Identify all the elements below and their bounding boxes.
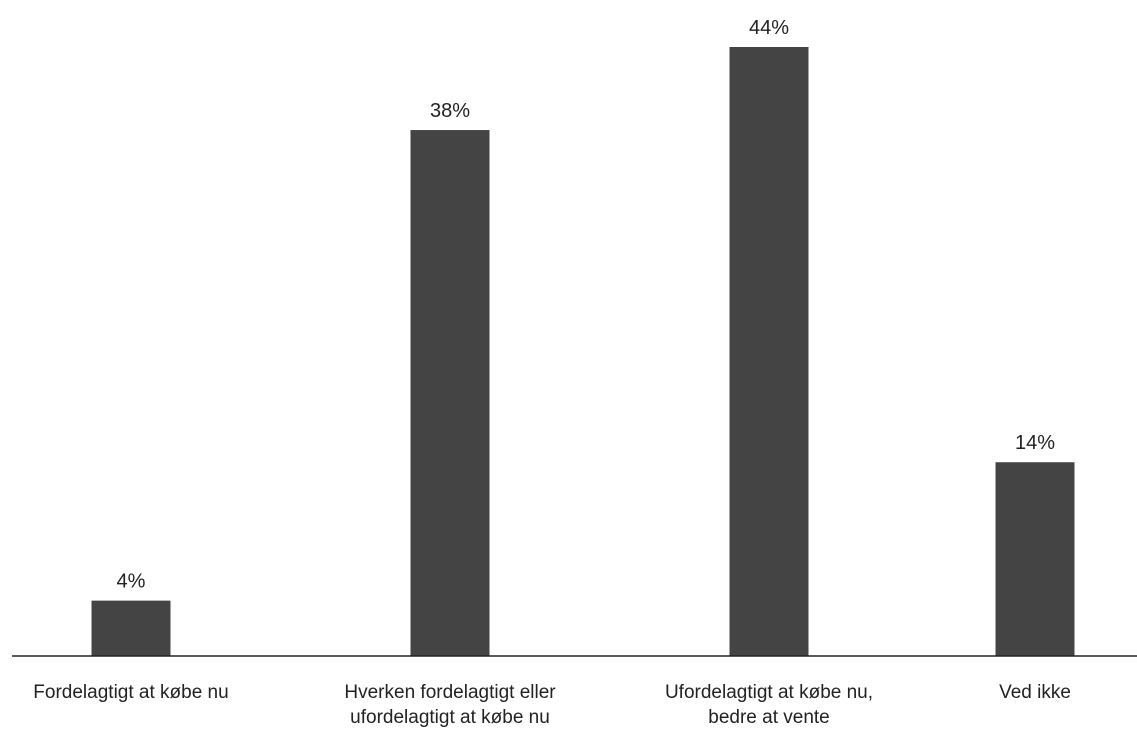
category-label-line: bedre at vente [708, 707, 829, 728]
category-label-3: Ufordelagtigt at købe nu, bedre at vente [665, 682, 873, 728]
bar-2 [410, 130, 490, 656]
bar-4 [995, 462, 1075, 656]
bar-value-label-4: 14% [1015, 432, 1055, 454]
category-label-line: ufordelagtigt at købe nu [350, 707, 550, 728]
bar-value-label-3: 44% [749, 17, 789, 39]
category-label-4: Ved ikke [999, 682, 1071, 703]
category-labels-group: Fordelagtigt at købe nu Hverken fordelagt… [33, 682, 1071, 728]
category-label-2: Hverken fordelagtigt eller ufordelagtigt … [344, 682, 556, 728]
category-label-line: Ved ikke [999, 682, 1071, 703]
value-labels-group: 4% 38% 44% 14% [117, 17, 1056, 593]
category-label-line: Fordelagtigt at købe nu [33, 682, 228, 703]
bar-value-label-2: 38% [430, 100, 470, 122]
bar-value-label-1: 4% [117, 571, 146, 593]
category-label-line: Ufordelagtigt at købe nu, [665, 682, 873, 703]
category-label-line: Hverken fordelagtigt eller [344, 682, 556, 703]
bar-1 [91, 600, 171, 656]
bars-group [91, 47, 1075, 656]
category-label-1: Fordelagtigt at købe nu [33, 682, 228, 703]
bar-3 [729, 47, 809, 656]
